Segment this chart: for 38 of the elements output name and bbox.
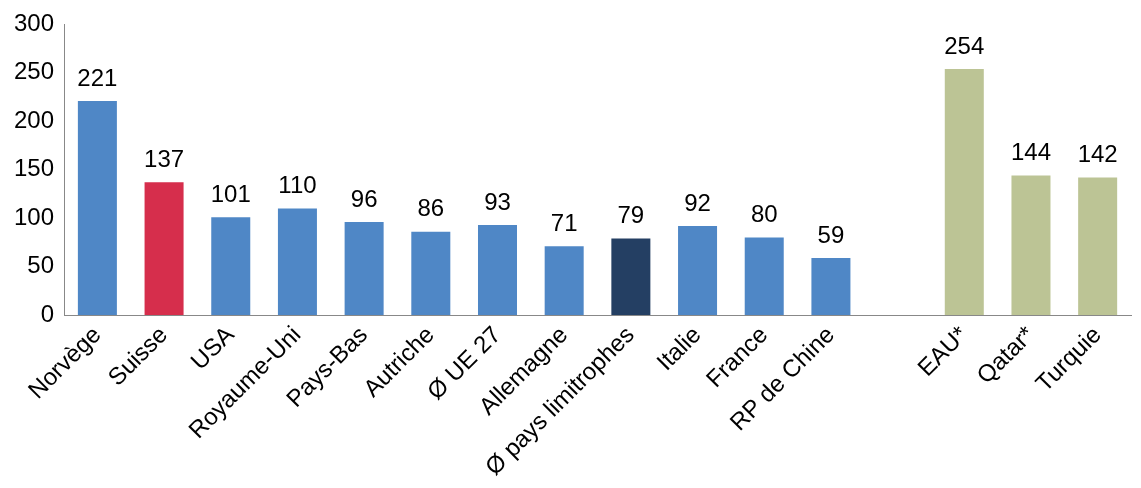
data-label: 80 [750,200,778,228]
data-label: 79 [617,201,645,229]
bar [144,182,184,316]
data-label: 101 [210,179,251,207]
data-label: 92 [684,188,711,216]
bar [611,238,651,316]
y-tick-label: 250 [14,57,55,85]
bar [744,237,784,316]
bar [344,222,384,316]
data-label: 254 [944,31,985,59]
data-label: 221 [77,63,118,91]
bar [944,68,984,316]
y-tick-label: 300 [14,9,55,37]
bar [77,100,117,316]
bar [1078,177,1118,316]
bar [277,208,317,316]
bar [544,246,584,316]
y-tick-label: 0 [40,299,55,327]
data-label: 142 [1077,140,1118,168]
bar [211,217,251,316]
data-label: 110 [278,171,317,199]
data-label: 93 [484,187,511,215]
data-label: 71 [550,208,578,236]
y-tick-label: 50 [27,251,55,279]
bar [411,231,451,316]
data-label: 137 [144,144,185,172]
data-label: 59 [817,220,845,248]
bar [1011,175,1051,316]
bar [477,224,517,316]
y-tick-label: 200 [14,105,55,133]
data-label: 96 [350,184,378,212]
bar [811,257,851,316]
y-tick-label: 100 [14,202,55,230]
x-tick-label: Italie [650,320,706,376]
bar [678,225,718,316]
data-label: 86 [417,194,445,222]
y-tick-label: 150 [14,154,55,182]
data-label: 144 [1010,138,1051,166]
